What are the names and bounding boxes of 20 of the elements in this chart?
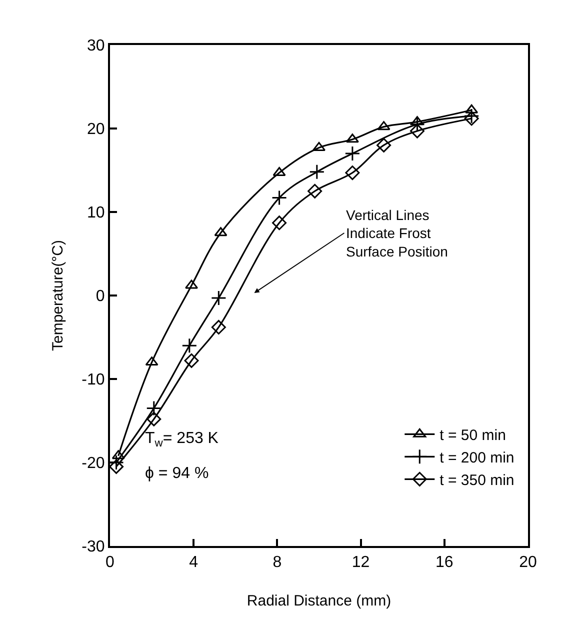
y-tick-label: -30: [82, 538, 105, 556]
x-tick-label: 4: [189, 554, 198, 572]
y-tick-label: 10: [87, 204, 105, 222]
legend-label: t = 50 min: [440, 427, 506, 444]
annotation: ϕ = 94 %: [145, 465, 209, 482]
legend-label: t = 350 min: [440, 472, 514, 489]
annotation: T$_{w}$= 253 K: [145, 430, 219, 450]
y-tick-label: -20: [82, 455, 105, 472]
y-axis-title: Temperature(°C): [49, 240, 66, 352]
annotation: Vertical Lines Indicate Frost Surface Position: [346, 207, 448, 260]
x-tick-label: 16: [436, 554, 454, 572]
y-tick-label: -10: [82, 372, 105, 389]
y-tick-label: 20: [87, 121, 105, 138]
x-tick-label: 8: [272, 554, 282, 572]
x-tick-label: 20: [519, 554, 537, 572]
x-tick-label: 12: [352, 554, 370, 572]
legend-label: t = 200 min: [440, 450, 514, 466]
y-tick-label: 30: [87, 38, 105, 55]
x-axis-title: Radial Distance (mm): [246, 592, 392, 610]
y-tick-label: 0: [96, 288, 105, 306]
